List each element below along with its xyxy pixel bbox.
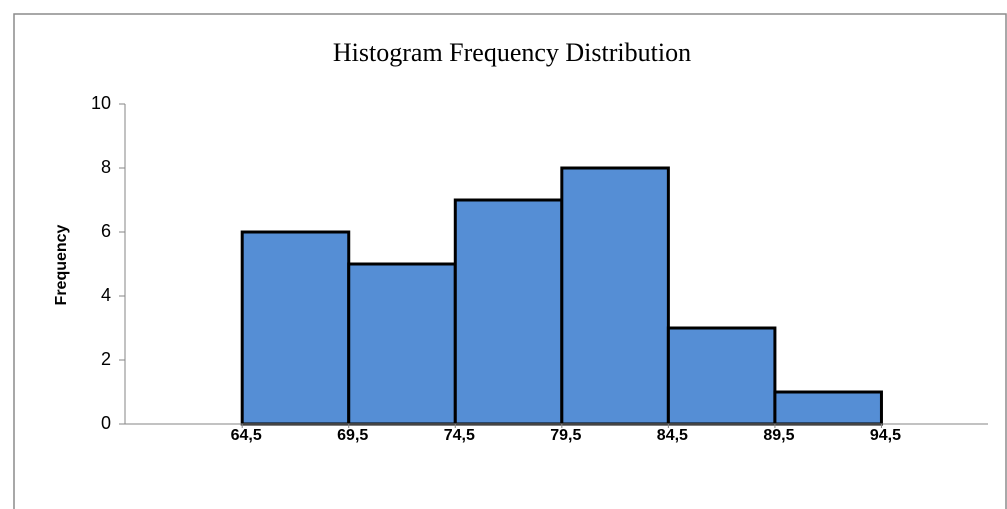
- x-tick-label: 74,5: [444, 427, 475, 444]
- y-tick-label: 6: [101, 221, 111, 241]
- chart-title: Histogram Frequency Distribution: [333, 38, 691, 67]
- bar: [347, 262, 457, 426]
- x-tick-label: 84,5: [657, 427, 688, 444]
- x-tick-label: 64,5: [231, 427, 262, 444]
- x-tick-label: 89,5: [763, 427, 794, 444]
- x-tick-label: 79,5: [550, 427, 581, 444]
- x-tick-label: 69,5: [337, 427, 368, 444]
- bar: [773, 390, 883, 426]
- bar: [666, 326, 777, 426]
- y-tick-label: 4: [101, 285, 111, 305]
- bar: [453, 198, 564, 426]
- bar: [560, 166, 670, 426]
- y-tick-label: 2: [101, 349, 111, 369]
- y-tick-label: 8: [101, 157, 111, 177]
- bar: [240, 230, 351, 426]
- y-tick-label: 0: [101, 413, 111, 433]
- y-axis-label: Frequency: [53, 224, 70, 305]
- x-tick-label: 94,5: [870, 427, 901, 444]
- y-tick-label: 10: [91, 93, 111, 113]
